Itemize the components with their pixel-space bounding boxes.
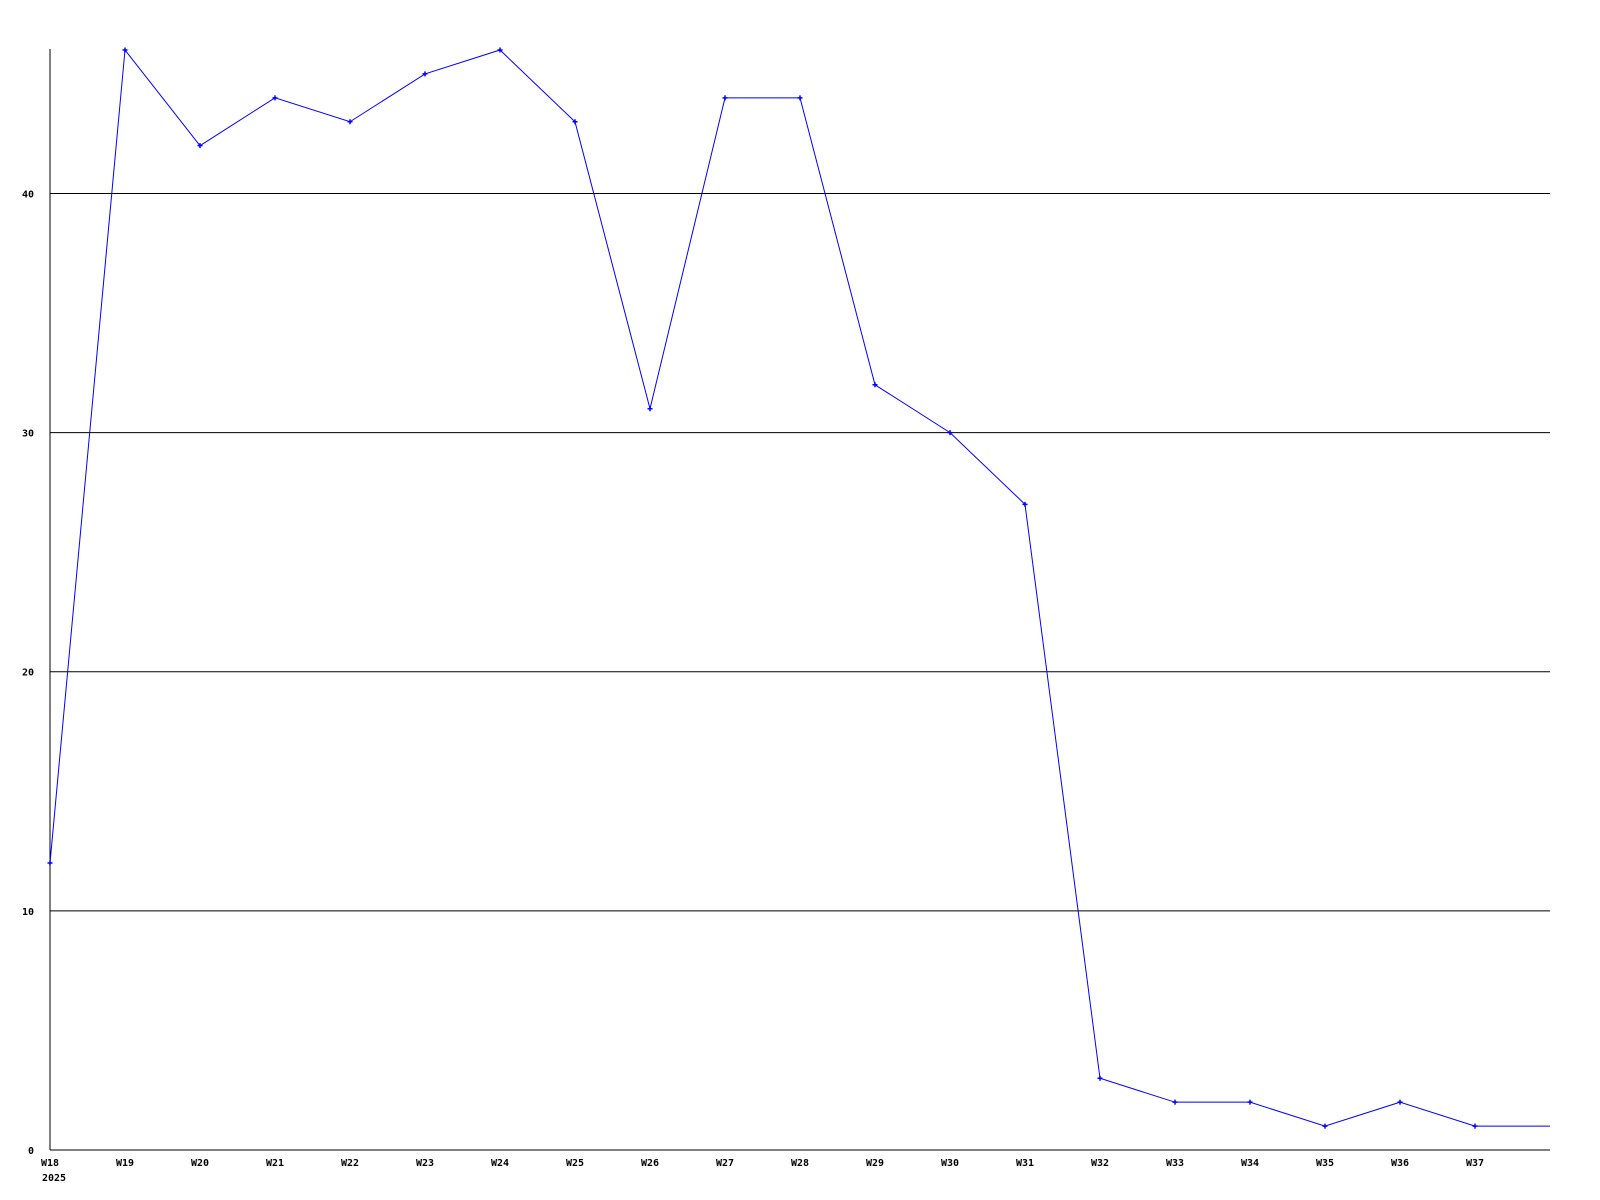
x-tick-label: W22: [341, 1158, 359, 1169]
data-point: [1397, 1099, 1403, 1105]
x-tick-label: W23: [416, 1158, 434, 1169]
data-point: [647, 406, 653, 412]
y-tick-label: 10: [22, 907, 34, 918]
x-tick-label: W24: [491, 1158, 509, 1169]
x-tick-label: W26: [641, 1158, 659, 1169]
y-tick-label: 20: [22, 668, 34, 679]
data-point: [47, 860, 53, 866]
x-tick-label: W25: [566, 1158, 584, 1169]
data-point: [122, 47, 128, 53]
x-tick-label: W27: [716, 1158, 734, 1169]
data-point: [1022, 501, 1028, 507]
x-tick-label: W32: [1091, 1158, 1109, 1169]
data-point: [722, 95, 728, 101]
data-point: [572, 119, 578, 125]
x-tick-label: W18: [41, 1158, 59, 1169]
data-point: [872, 382, 878, 388]
x-tick-label: W36: [1391, 1158, 1409, 1169]
x-tick-label: W20: [191, 1158, 209, 1169]
data-point: [797, 95, 803, 101]
data-point: [1322, 1123, 1328, 1129]
x-tick-label: W35: [1316, 1158, 1334, 1169]
x-tick-label: W28: [791, 1158, 809, 1169]
x-tick-label: W21: [266, 1158, 284, 1169]
series-line: [49, 48, 1550, 1127]
x-tick-label: W29: [866, 1158, 884, 1169]
data-point: [1472, 1123, 1478, 1129]
data-point: [497, 47, 503, 53]
data-point: [947, 430, 953, 436]
data-point: [272, 95, 278, 101]
data-point: [422, 71, 428, 77]
x-tick-label: W34: [1241, 1158, 1259, 1169]
x-tick-label: W37: [1466, 1158, 1484, 1169]
data-point: [197, 143, 203, 149]
y-tick-label: 40: [22, 189, 34, 200]
data-point: [1247, 1099, 1253, 1105]
x-tick-label: W33: [1166, 1158, 1184, 1169]
x-tick-label: W31: [1016, 1158, 1034, 1169]
x-tick-label: W30: [941, 1158, 959, 1169]
x-year-label: 2025: [42, 1173, 66, 1184]
data-point: [1097, 1075, 1103, 1081]
y-tick-label: 30: [22, 429, 34, 440]
x-tick-label: W19: [116, 1158, 134, 1169]
data-point: [347, 119, 353, 125]
y-tick-label: 0: [28, 1146, 34, 1157]
data-point: [1172, 1099, 1178, 1105]
